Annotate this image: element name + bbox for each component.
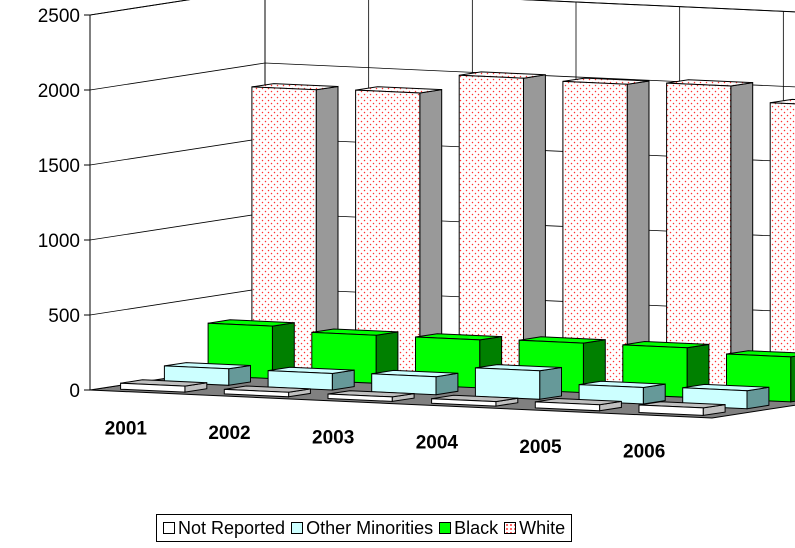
y-tick-label: 2500 bbox=[38, 6, 80, 27]
legend-item-black: Black bbox=[439, 518, 498, 539]
legend-item-white: White bbox=[504, 518, 565, 539]
legend-label-not-reported: Not Reported bbox=[178, 517, 286, 538]
legend-label-black: Black bbox=[454, 517, 499, 538]
y-tick-label: 1500 bbox=[38, 156, 80, 177]
x-axis-ticks: 2001 2002 2003 2004 2005 2006 bbox=[105, 418, 666, 462]
bar-other-minorities-2002 bbox=[267, 366, 355, 391]
x-tick-label: 2005 bbox=[519, 437, 562, 458]
bar-not-reported-2005 bbox=[534, 397, 622, 412]
legend-swatch-white bbox=[504, 522, 517, 534]
bar-front bbox=[223, 388, 290, 398]
chart-bars bbox=[120, 71, 795, 416]
x-tick-label: 2001 bbox=[105, 418, 148, 439]
bar-side bbox=[790, 355, 795, 403]
bar-white-2006 bbox=[769, 98, 795, 394]
bar-white-2001 bbox=[251, 83, 339, 373]
bar-black-2001 bbox=[207, 319, 295, 380]
bar-other-minorities-2004 bbox=[474, 364, 562, 400]
bar-side bbox=[539, 366, 562, 400]
bar-not-reported-2002 bbox=[223, 385, 311, 398]
bar-side bbox=[730, 82, 754, 392]
bar-not-reported-2004 bbox=[431, 394, 519, 407]
x-tick-label: 2006 bbox=[623, 442, 665, 463]
legend-swatch-not-reported bbox=[163, 522, 175, 534]
bar-white-2003 bbox=[458, 71, 546, 382]
bar-front bbox=[327, 393, 393, 402]
x-tick-label: 2002 bbox=[208, 423, 250, 444]
y-tick-label: 1000 bbox=[38, 231, 80, 252]
y-tick-label: 2000 bbox=[38, 81, 80, 102]
bar-front bbox=[120, 382, 186, 393]
bar-front bbox=[474, 367, 541, 400]
bar-white-2002 bbox=[355, 86, 443, 378]
x-tick-label: 2004 bbox=[416, 432, 459, 453]
bar-front bbox=[371, 373, 437, 396]
legend-swatch-black bbox=[439, 522, 452, 534]
bar-white-2005 bbox=[666, 79, 754, 392]
bar-front bbox=[431, 398, 497, 407]
y-axis-ticks: 0 500 1000 1500 2000 2500 bbox=[38, 6, 91, 402]
bar-front bbox=[534, 401, 601, 412]
bar-front bbox=[769, 102, 795, 394]
legend-swatch-other-minorities bbox=[291, 522, 304, 534]
legend: Not Reported Other Minorities Black Whit… bbox=[156, 514, 573, 542]
bar-not-reported-2006 bbox=[638, 401, 726, 416]
bar-side bbox=[626, 80, 650, 387]
bar-not-reported-2003 bbox=[327, 390, 415, 402]
bar-not-reported-2001 bbox=[120, 379, 208, 393]
bar-other-minorities-2005 bbox=[578, 380, 666, 405]
x-tick-label: 2003 bbox=[312, 428, 354, 449]
bar-side bbox=[523, 74, 546, 382]
legend-item-other-minorities: Other Minorities bbox=[291, 518, 433, 539]
bar-white-2004 bbox=[562, 77, 650, 387]
legend-item-not-reported: Not Reported bbox=[163, 518, 285, 539]
bar-front bbox=[638, 404, 704, 416]
y-tick-label: 500 bbox=[48, 306, 80, 327]
bar-other-minorities-2003 bbox=[371, 369, 459, 396]
y-tick-label: 0 bbox=[69, 381, 80, 402]
legend-label-white: White bbox=[519, 517, 566, 538]
legend-label-other-minorities: Other Minorities bbox=[306, 517, 434, 538]
bar-other-minorities-2001 bbox=[163, 362, 251, 386]
